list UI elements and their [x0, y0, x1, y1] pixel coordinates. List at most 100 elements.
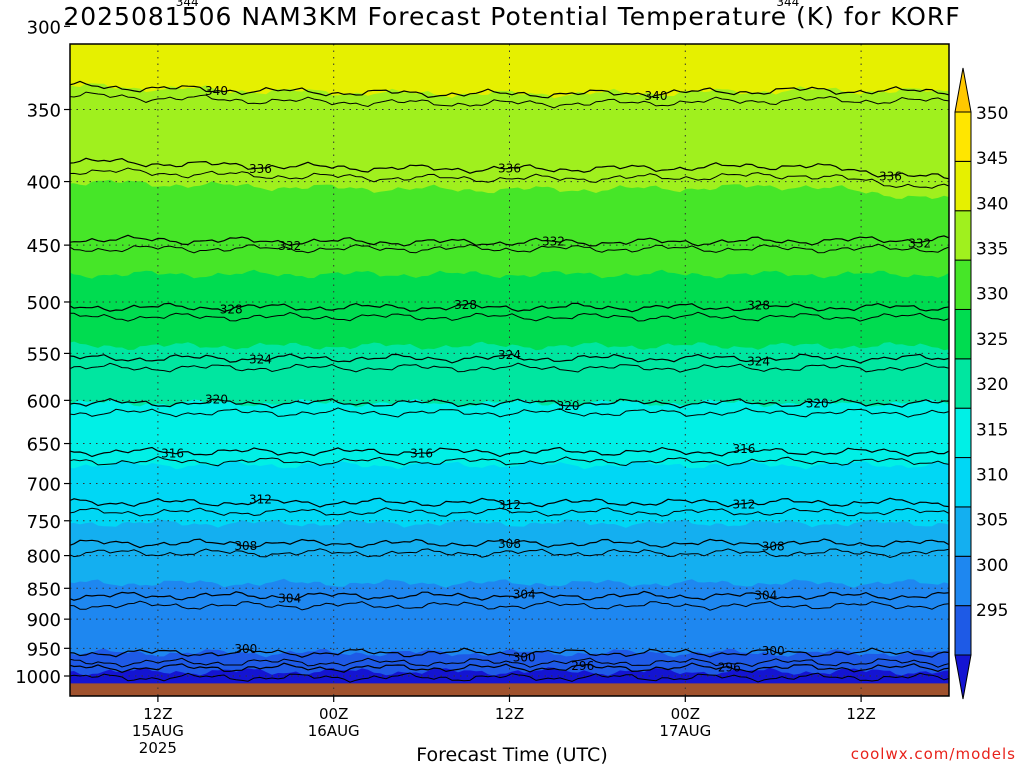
contour-label: 328 — [747, 298, 770, 312]
y-tick-label: 400 — [27, 173, 61, 194]
contour-label: 308 — [234, 539, 257, 553]
contour-label: 304 — [513, 588, 536, 602]
contour-label: 308 — [498, 537, 521, 551]
y-tick-label: 450 — [27, 236, 61, 257]
contour-label: 316 — [410, 446, 433, 460]
contour-label: 336 — [879, 169, 902, 183]
colorbar-box — [954, 308, 972, 360]
contour-label: 344 — [176, 0, 199, 9]
pressure-axis: 2503003504004505005506006507007508008509… — [15, 17, 70, 688]
x-tick-label: 15AUG — [132, 722, 184, 740]
y-tick-label: 550 — [27, 344, 61, 365]
contour-label: 332 — [542, 235, 565, 249]
colorbar-box — [954, 605, 972, 656]
colorbar-label: 315 — [976, 420, 1008, 440]
contour-label: 340 — [205, 84, 228, 98]
isentrope-contours — [70, 80, 949, 683]
contour-minor-320 — [70, 407, 949, 418]
contour-296 — [70, 662, 949, 673]
colorbar-label: 350 — [976, 104, 1008, 124]
contour-304 — [70, 590, 949, 601]
contour-label: 324 — [747, 355, 770, 369]
x-axis-label: Forecast Time (UTC) — [416, 744, 608, 766]
contour-label: 296 — [718, 660, 741, 674]
colorbar-box — [954, 111, 972, 162]
contour-minor-324 — [70, 362, 949, 373]
ground-below-surface — [70, 683, 949, 696]
x-tick-label: 12Z — [143, 705, 172, 723]
x-tick-label: 16AUG — [308, 722, 360, 740]
contour-label: 300 — [234, 642, 257, 656]
y-tick-label: 500 — [27, 293, 61, 314]
contour-minor-300 — [70, 657, 949, 668]
contour-336 — [70, 157, 949, 180]
contour-332 — [70, 234, 949, 247]
contour-labels: 296 296 300 300 300 304 304 304 308 308 308 312 312 3… — [161, 0, 931, 674]
contour-minor-312 — [70, 507, 949, 517]
contour-minor-340 — [70, 91, 949, 109]
x-tick-label: 00Z — [319, 705, 348, 723]
y-tick-label: 950 — [27, 639, 61, 660]
colorbar-label: 300 — [976, 556, 1008, 576]
y-tick-label: 650 — [27, 435, 61, 456]
contour-label: 296 — [571, 659, 594, 673]
contour-minor-316 — [70, 456, 949, 467]
contour-label: 300 — [513, 650, 536, 664]
colorbar-bottom-extend — [954, 654, 972, 700]
contour-308 — [70, 538, 949, 549]
colorbar-box — [954, 555, 972, 607]
contour-label: 304 — [278, 591, 301, 605]
contour-label: 308 — [762, 539, 785, 553]
y-tick-label: 850 — [27, 579, 61, 600]
colorbar-box — [954, 160, 972, 212]
x-tick-label: 00Z — [671, 705, 700, 723]
contour-label: 320 — [557, 399, 580, 413]
contour-label: 316 — [161, 447, 184, 461]
contour-label: 332 — [278, 239, 301, 253]
contour-label: 320 — [205, 392, 228, 406]
y-tick-label: 750 — [27, 512, 61, 533]
chart-title: 2025081506 NAM3KM Forecast Potential Tem… — [63, 2, 961, 31]
colorbar-box — [954, 407, 972, 459]
colorbar-label: 325 — [976, 330, 1008, 350]
y-tick-label: 350 — [27, 101, 61, 122]
y-tick-label: 800 — [27, 547, 61, 568]
colorbar-box — [954, 210, 972, 261]
credit-text: coolwx.com/models — [850, 745, 1016, 763]
colorbar-top-extend — [954, 67, 972, 113]
contour-label: 328 — [454, 298, 477, 312]
colorbar-label: 295 — [976, 601, 1008, 621]
contour-label: 300 — [762, 644, 785, 658]
x-tick-label: 17AUG — [659, 722, 711, 740]
colorbar-label: 320 — [976, 375, 1008, 395]
contour-label: 320 — [806, 396, 829, 410]
contour-minor-332 — [70, 243, 949, 254]
contour-label: 312 — [732, 498, 755, 512]
colorbar-box — [954, 457, 972, 508]
colorbar-box — [954, 259, 972, 310]
contour-300 — [70, 647, 949, 658]
contour-320 — [70, 398, 949, 409]
contour-minor-336 — [70, 167, 949, 189]
contour-label: 332 — [908, 236, 931, 250]
contour-label: 336 — [249, 162, 272, 176]
contour-label: 344 — [776, 0, 799, 9]
contour-label: 324 — [498, 348, 521, 362]
contour-316 — [70, 446, 949, 458]
colorbar-label: 340 — [976, 194, 1008, 214]
colorbar-label: 330 — [976, 285, 1008, 305]
contour-label: 312 — [498, 498, 521, 512]
contour-minor-304 — [70, 600, 949, 611]
colorbar-box — [954, 358, 972, 409]
y-tick-label: 900 — [27, 610, 61, 631]
colorbar-label: 345 — [976, 149, 1008, 169]
contour-324 — [70, 353, 949, 364]
x-tick-label: 12Z — [495, 705, 524, 723]
y-tick-label: 300 — [27, 17, 61, 38]
contour-minor-308 — [70, 548, 949, 559]
y-tick-label: 600 — [27, 391, 61, 412]
contour-label: 304 — [754, 588, 777, 602]
contour-minor-296 — [70, 672, 949, 683]
